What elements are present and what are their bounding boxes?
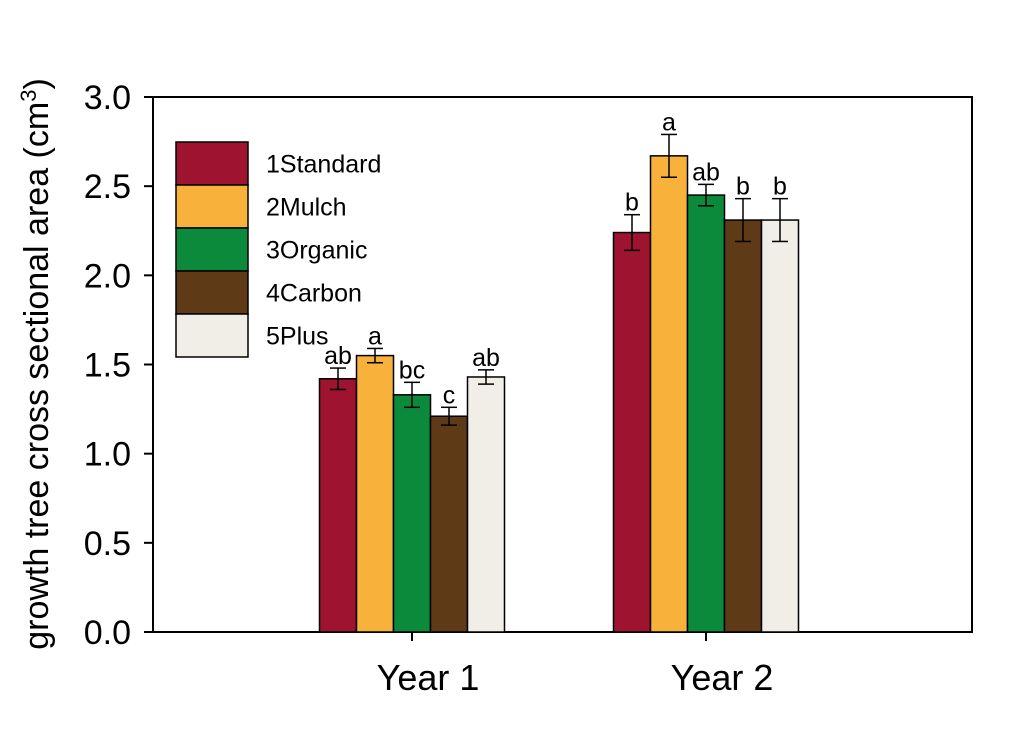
significance-label: ab (472, 344, 500, 372)
significance-label: b (773, 173, 787, 201)
y-axis-title-text: growth tree cross sectional area (cm (18, 102, 56, 650)
bar (686, 194, 726, 633)
legend-label: 1Standard (266, 151, 381, 179)
significance-label: c (443, 381, 456, 409)
legend-label: 5Plus (266, 323, 329, 351)
y-axis-title-close: ) (18, 78, 56, 89)
legend-label: 2Mulch (266, 194, 347, 222)
y-axis-title-superscript: 3 (16, 90, 41, 102)
legend-label: 3Organic (266, 237, 367, 265)
significance-label: a (662, 108, 676, 136)
y-tick-label: 1.0 (84, 436, 131, 474)
y-tick-label: 1.5 (84, 347, 131, 385)
significance-label: ab (692, 158, 720, 186)
legend-swatch (175, 313, 249, 358)
bar (318, 378, 358, 633)
y-tick-label: 2.5 (84, 168, 131, 206)
bar (723, 219, 763, 633)
legend-swatch (175, 227, 249, 272)
legend-swatch (175, 141, 249, 186)
significance-label: ab (324, 342, 352, 370)
bar (649, 155, 689, 633)
y-tick-label: 2.0 (84, 257, 131, 295)
legend-swatch (175, 184, 249, 229)
legend: 1Standard 2Mulch 3Organic 4Carbon 5Plus (175, 141, 381, 358)
y-tick-label: 3.0 (84, 79, 131, 117)
significance-label: b (736, 173, 750, 201)
significance-label: bc (399, 356, 425, 384)
legend-label: 4Carbon (266, 280, 362, 308)
y-axis-title: growth tree cross sectional area (cm3) (16, 78, 56, 650)
x-category-label: Year 2 (671, 657, 774, 698)
bar (760, 219, 800, 633)
legend-swatch (175, 270, 249, 315)
x-category-label: Year 1 (377, 657, 480, 698)
y-axis: 0.0 0.5 1.0 1.5 2.0 2.5 3.0 (84, 79, 153, 652)
bar (355, 354, 395, 633)
y-tick-label: 0.0 (84, 614, 131, 652)
bar (392, 394, 432, 633)
significance-label: b (625, 189, 639, 217)
bar (429, 415, 469, 633)
bar (612, 231, 652, 633)
y-tick-label: 0.5 (84, 525, 131, 563)
significance-label: a (368, 322, 382, 350)
x-axis: Year 1 Year 2 (377, 632, 774, 698)
bar (466, 376, 506, 633)
